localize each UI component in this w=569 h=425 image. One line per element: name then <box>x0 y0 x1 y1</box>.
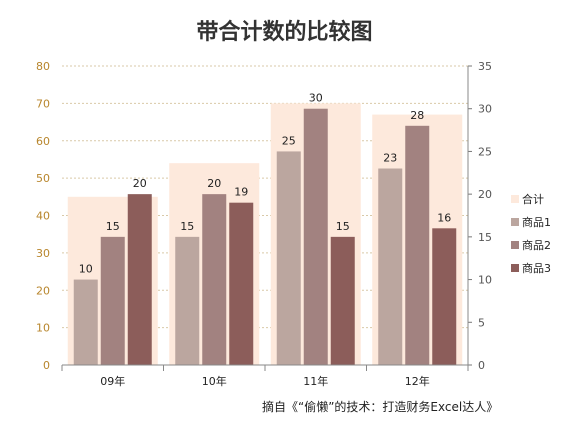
legend-swatch <box>511 195 519 203</box>
data-label: 19 <box>234 186 248 199</box>
bar-商品2 <box>202 194 227 365</box>
y-right-tick-label: 10 <box>478 274 492 287</box>
bar-商品2 <box>405 125 430 365</box>
y-left-tick-label: 0 <box>43 359 50 372</box>
data-label: 10 <box>79 263 93 276</box>
bar-商品1 <box>175 236 200 365</box>
x-tick-label: 09年 <box>100 374 125 388</box>
data-label: 15 <box>180 220 194 233</box>
data-label: 30 <box>309 92 323 105</box>
y-right-tick-label: 5 <box>478 316 485 329</box>
legend-swatch <box>511 218 519 226</box>
chart-title: 带合计数的比较图 <box>196 19 373 45</box>
legend-label: 商品3 <box>522 261 551 275</box>
x-tick-label: 12年 <box>405 374 430 388</box>
bar-商品3 <box>330 236 355 365</box>
y-right-tick-label: 30 <box>478 103 492 116</box>
data-label: 23 <box>383 152 397 165</box>
x-tick-label: 11年 <box>303 374 328 388</box>
bar-商品1 <box>73 279 98 365</box>
bar-商品3 <box>432 228 457 365</box>
y-left-tick-label: 60 <box>36 135 50 148</box>
y-left-tick-label: 30 <box>36 247 50 260</box>
data-label: 20 <box>207 177 221 190</box>
y-left-tick-label: 20 <box>36 284 50 297</box>
data-label: 20 <box>133 177 147 190</box>
bar-商品3 <box>229 202 254 365</box>
bar-商品1 <box>276 151 301 365</box>
bar-商品3 <box>127 194 152 365</box>
y-left-tick-label: 80 <box>36 60 50 73</box>
legend-label: 商品2 <box>522 238 551 252</box>
y-right-tick-label: 25 <box>478 145 492 158</box>
legend-swatch <box>511 264 519 272</box>
y-right-tick-label: 20 <box>478 188 492 201</box>
y-left-tick-label: 50 <box>36 172 50 185</box>
bar-商品2 <box>303 108 328 365</box>
data-label: 28 <box>410 109 424 122</box>
legend-label: 商品1 <box>522 215 551 229</box>
legend-swatch <box>511 241 519 249</box>
legend-label: 合计 <box>522 192 544 206</box>
y-left-tick-label: 10 <box>36 322 50 335</box>
source-note: 摘自《“偷懒”的技术：打造财务Excel达人》 <box>262 400 499 414</box>
y-left-tick-label: 40 <box>36 210 50 223</box>
y-right-tick-label: 15 <box>478 231 492 244</box>
y-right-tick-label: 35 <box>478 60 492 73</box>
y-left-tick-label: 70 <box>36 97 50 110</box>
data-label: 25 <box>282 134 296 147</box>
y-right-tick-label: 0 <box>478 359 485 372</box>
data-label: 16 <box>437 211 451 224</box>
bar-商品2 <box>100 236 125 365</box>
bar-商品1 <box>378 168 403 365</box>
x-tick-label: 10年 <box>202 374 227 388</box>
data-label: 15 <box>336 220 350 233</box>
data-label: 15 <box>106 220 120 233</box>
